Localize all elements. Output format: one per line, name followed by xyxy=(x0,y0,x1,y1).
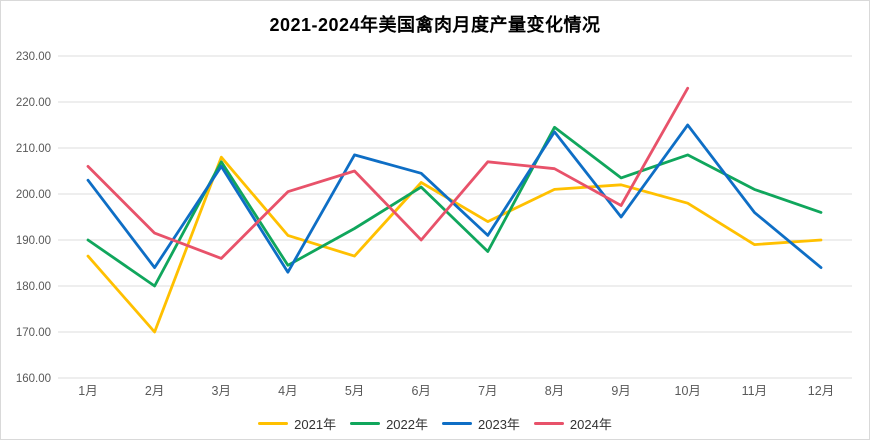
y-tick-label: 180.00 xyxy=(16,281,51,293)
legend-label: 2024年 xyxy=(569,417,612,432)
legend-item-2023年: 2023年 xyxy=(442,414,520,433)
legend-swatch-line xyxy=(350,422,381,425)
y-tick-label: 190.00 xyxy=(16,235,51,247)
x-tick-label: 11月 xyxy=(742,384,767,398)
x-tick-label: 5月 xyxy=(345,384,364,398)
series-line-2021年 xyxy=(86,155,823,334)
legend: 2021年 2022年 2023年 2024年 xyxy=(1,414,869,433)
x-tick-label: 1月 xyxy=(78,384,97,398)
legend-label: 2021年 xyxy=(294,417,337,432)
x-tick-label: 9月 xyxy=(611,384,630,398)
legend-swatch-line xyxy=(442,422,472,425)
y-tick-label: 160.00 xyxy=(16,373,51,385)
series-line-2022年 xyxy=(86,125,823,288)
x-tick-label: 10月 xyxy=(675,384,701,398)
legend-swatch-line xyxy=(258,422,289,425)
series-line-2023年 xyxy=(86,123,823,274)
legend-swatch-line xyxy=(533,422,564,425)
legend-item-2022年: 2022年 xyxy=(350,414,428,433)
x-tick-label: 6月 xyxy=(411,384,430,398)
x-tick-label: 2月 xyxy=(145,384,164,398)
y-tick-label: 210.00 xyxy=(16,143,51,155)
chart-title: 2021-2024年美国禽肉月度产量变化情况 xyxy=(269,15,601,35)
y-tick-label: 170.00 xyxy=(16,327,51,339)
y-tick-label: 230.00 xyxy=(16,51,51,63)
x-tick-label: 3月 xyxy=(212,384,231,398)
legend-item-2024年: 2024年 xyxy=(533,414,612,433)
y-tick-label: 200.00 xyxy=(16,189,51,201)
legend-label: 2022年 xyxy=(386,417,428,432)
x-tick-label: 12月 xyxy=(808,384,834,398)
series-line-2024年 xyxy=(86,86,690,260)
legend-item-2021年: 2021年 xyxy=(258,414,336,433)
legend-label: 2023年 xyxy=(478,417,520,432)
y-tick-label: 220.00 xyxy=(16,97,51,109)
x-tick-label: 4月 xyxy=(278,384,297,398)
x-tick-label: 7月 xyxy=(478,384,497,398)
x-tick-label: 8月 xyxy=(545,384,564,398)
